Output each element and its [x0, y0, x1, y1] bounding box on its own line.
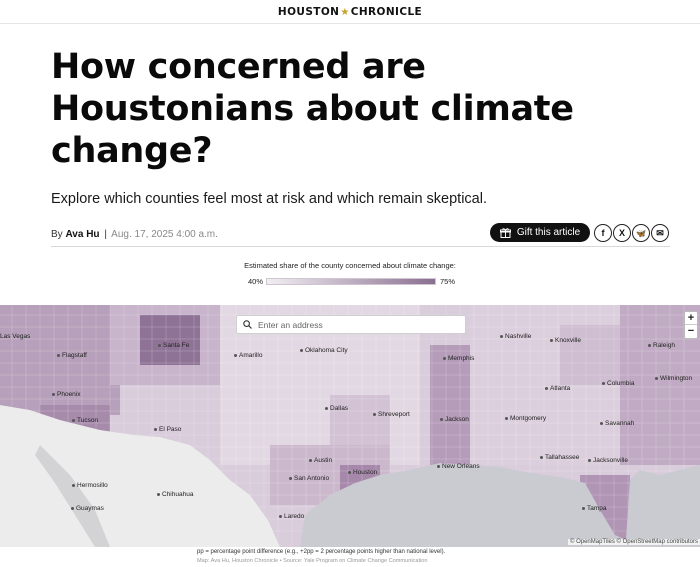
city-label: Raleigh — [648, 342, 675, 349]
site-header: HOUSTON★CHRONICLE — [0, 0, 700, 24]
bluesky-share-button[interactable]: 🦋 — [632, 224, 650, 242]
search-icon — [243, 320, 252, 329]
zoom-controls: + − — [684, 311, 698, 339]
gift-button-label: Gift this article — [516, 227, 581, 238]
x-share-button[interactable]: X — [613, 224, 631, 242]
city-label: New Orleans — [437, 463, 480, 470]
star-icon: ★ — [340, 7, 350, 18]
author-link[interactable]: Ava Hu — [65, 229, 100, 240]
city-label: Hermosillo — [72, 482, 108, 489]
map-attribution[interactable]: © OpenMapTiles © OpenStreetMap contribut… — [567, 539, 700, 545]
city-label: El Paso — [154, 426, 181, 433]
zoom-out-button[interactable]: − — [687, 325, 695, 337]
legend-color-scale — [266, 278, 436, 285]
city-label: Tampa — [582, 505, 607, 512]
facebook-icon: f — [601, 228, 605, 238]
site-logo[interactable]: HOUSTON★CHRONICLE — [0, 6, 700, 18]
county-map[interactable]: + − Las Vegas Flagstaff Santa Fe Amarill… — [0, 305, 700, 547]
city-label: Tucson — [72, 417, 98, 424]
city-label: Houston — [348, 469, 377, 476]
city-label: Nashville — [500, 333, 531, 340]
byline: By Ava Hu | Aug. 17, 2025 4:00 a.m. — [51, 229, 218, 240]
city-label: Montgomery — [505, 415, 546, 422]
city-label: Guaymas — [71, 505, 104, 512]
facebook-share-button[interactable]: f — [594, 224, 612, 242]
email-share-button[interactable]: ✉ — [651, 224, 669, 242]
x-icon: X — [618, 228, 625, 238]
city-label: Oklahoma City — [300, 347, 348, 354]
legend-min-label: 40% — [248, 277, 264, 286]
address-search-input[interactable] — [258, 319, 448, 330]
map-basemap — [0, 305, 700, 547]
logo-left-text: HOUSTON — [277, 6, 340, 18]
butterfly-icon: 🦋 — [636, 228, 646, 238]
map-credit: Map: Ava Hu, Houston Chronicle • Source:… — [197, 558, 428, 564]
city-label: San Antonio — [289, 475, 329, 482]
city-label: Jackson — [440, 416, 469, 423]
city-label: Tallahassee — [540, 454, 579, 461]
city-label: Phoenix — [52, 391, 81, 398]
city-label: Memphis — [443, 355, 474, 362]
byline-prefix: By — [51, 229, 63, 240]
city-label: Austin — [309, 457, 332, 464]
city-label: Savannah — [600, 420, 634, 427]
city-label: Shreveport — [373, 411, 410, 418]
byline-separator: | — [104, 229, 107, 240]
city-label: Wilmington — [655, 375, 692, 382]
legend-title: Estimated share of the county concerned … — [244, 261, 456, 270]
gift-icon — [499, 227, 511, 238]
map-footnote: pp = percentage point difference (e.g., … — [197, 549, 446, 555]
envelope-icon: ✉ — [656, 227, 664, 238]
city-label: Santa Fe — [158, 342, 189, 349]
address-search[interactable] — [236, 315, 466, 334]
city-label: Las Vegas — [0, 333, 31, 340]
city-label: Amarillo — [234, 352, 262, 359]
byline-divider — [51, 246, 670, 247]
legend-max-label: 75% — [440, 277, 456, 286]
city-label: Knoxville — [550, 337, 581, 344]
city-label: Atlanta — [545, 385, 570, 392]
gift-article-button[interactable]: Gift this article — [490, 223, 590, 242]
headline: How concerned are Houstonians about clim… — [51, 47, 574, 171]
publish-date: Aug. 17, 2025 4:00 a.m. — [111, 229, 218, 240]
city-label: Columbia — [602, 380, 634, 387]
logo-right-text: CHRONICLE — [350, 6, 423, 18]
city-label: Jacksonville — [588, 457, 628, 464]
city-label: Chihuahua — [157, 491, 193, 498]
city-label: Dallas — [325, 405, 348, 412]
city-label: Flagstaff — [57, 352, 87, 359]
subheadline: Explore which counties feel most at risk… — [51, 191, 487, 207]
zoom-in-button[interactable]: + — [685, 312, 697, 325]
city-label: Laredo — [279, 513, 304, 520]
